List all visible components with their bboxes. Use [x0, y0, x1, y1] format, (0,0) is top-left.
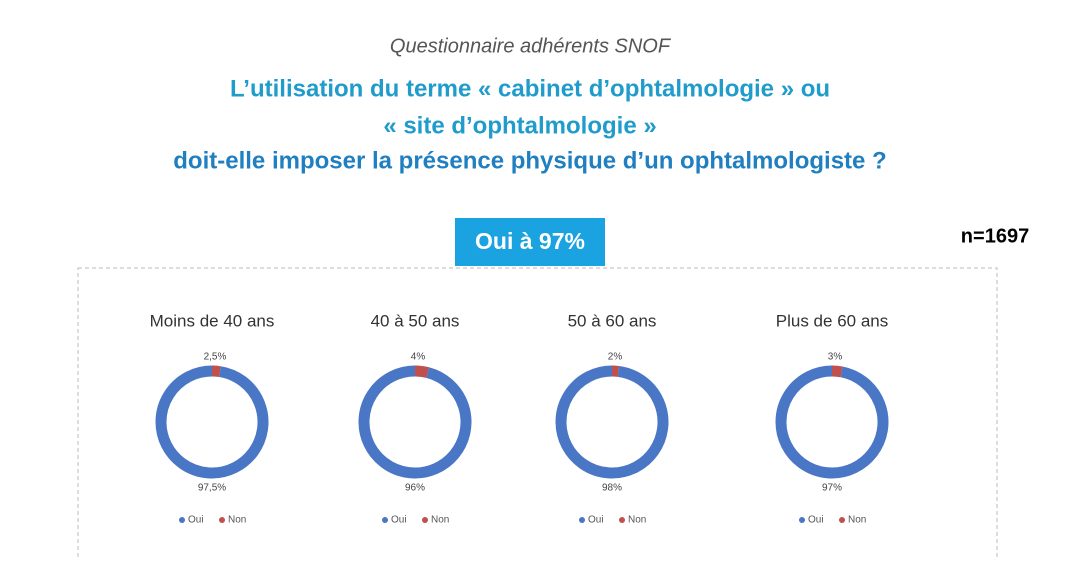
donut-segment [161, 371, 263, 473]
data-label: 4% [411, 352, 426, 363]
legend-swatch [579, 517, 585, 523]
title-line: L’utilisation du terme « cabinet d’ophta… [230, 75, 830, 102]
legend-swatch [839, 517, 845, 523]
legend-swatch [799, 517, 805, 523]
donut-segment [781, 371, 883, 473]
legend-label: Oui [391, 515, 407, 526]
chart-title: Moins de 40 ans [150, 311, 275, 330]
legend-label: Non [848, 515, 866, 526]
data-label: 97,5% [198, 483, 226, 494]
data-label: 97% [822, 483, 842, 494]
donut-segment [212, 371, 220, 372]
legend-label: Non [628, 515, 646, 526]
data-label: 2,5% [204, 352, 227, 363]
legend-swatch [619, 517, 625, 523]
donut-segment [561, 371, 663, 473]
data-label: 3% [828, 352, 843, 363]
legend-swatch [179, 517, 185, 523]
legend-swatch [422, 517, 428, 523]
subtitle: Questionnaire adhérents SNOF [390, 35, 672, 57]
data-label: 96% [405, 483, 425, 494]
legend-label: Oui [188, 515, 204, 526]
chart-title: Plus de 60 ans [776, 311, 888, 330]
legend-label: Non [431, 515, 449, 526]
legend-label: Non [228, 515, 246, 526]
title-line: « site d’ophtalmologie » [383, 112, 656, 139]
data-label: 2% [608, 352, 623, 363]
chart-title: 50 à 60 ans [568, 311, 657, 330]
donut-segment [832, 371, 842, 372]
title-line: doit-elle imposer la présence physique d… [173, 147, 886, 174]
legend-label: Oui [588, 515, 604, 526]
data-label: 98% [602, 483, 622, 494]
chart-title: 40 à 50 ans [371, 311, 460, 330]
badge: Oui à 97% [475, 228, 585, 254]
donut-segment [415, 371, 428, 373]
legend-label: Oui [808, 515, 824, 526]
donut-segment [364, 371, 466, 473]
legend-swatch [382, 517, 388, 523]
sample-size: n=1697 [961, 225, 1029, 247]
legend-swatch [219, 517, 225, 523]
